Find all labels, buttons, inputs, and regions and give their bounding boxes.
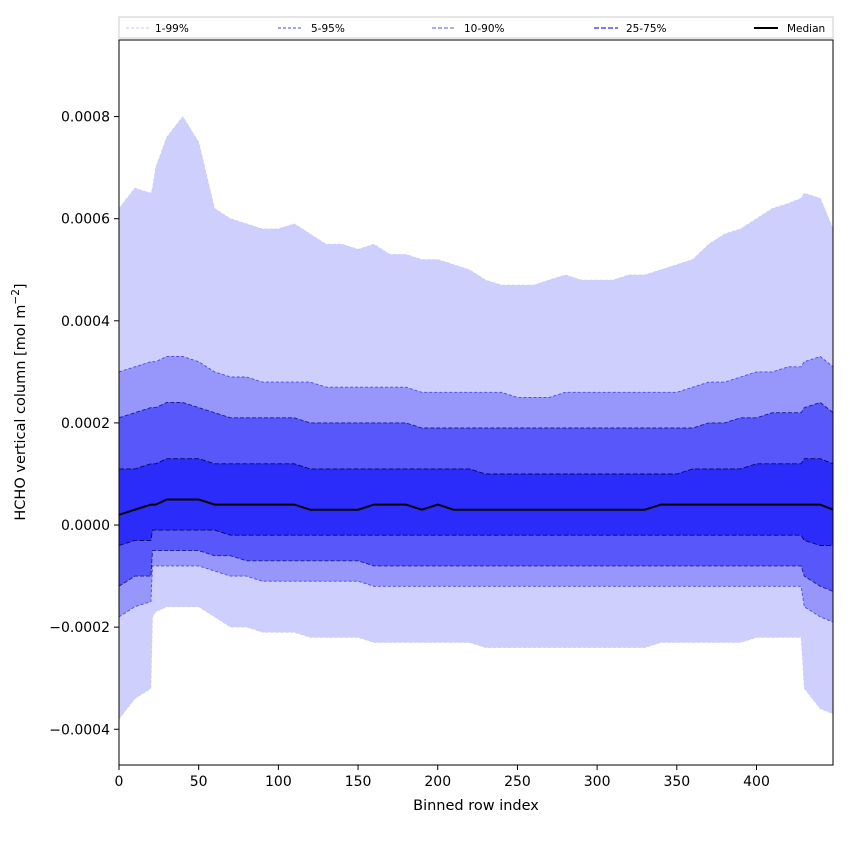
band-10-90-lower-line bbox=[118, 550, 834, 592]
median-line bbox=[118, 498, 834, 516]
band-5-95-lower-line bbox=[118, 565, 834, 623]
legend-label-10-90: 10-90% bbox=[464, 23, 505, 35]
y-tick-label: 0.0006 bbox=[61, 212, 110, 228]
legend: 1-99% 5-95% 10-90% 25-75% Median bbox=[118, 16, 834, 39]
y-tick-label: −0.0002 bbox=[49, 620, 110, 636]
legend-label-5-95: 5-95% bbox=[311, 23, 345, 35]
ticks-layer: 0 50 100 150 200 250 300 350 400 −0.0004 −0.0002 0.… bbox=[49, 110, 770, 790]
x-tick-label: 300 bbox=[584, 774, 611, 790]
y-tick-label: 0.0002 bbox=[61, 416, 110, 432]
y-axis-label-end: ] bbox=[13, 283, 29, 289]
lines-layer bbox=[118, 116, 834, 720]
x-tick-label: 400 bbox=[743, 774, 770, 790]
legend-label-median: Median bbox=[787, 23, 825, 35]
x-tick-label: 200 bbox=[424, 774, 451, 790]
y-axis-label-main: HCHO vertical column [mol m bbox=[13, 305, 29, 521]
x-tick-label: 150 bbox=[345, 774, 372, 790]
y-axis-label: HCHO vertical column [mol m−2] bbox=[10, 283, 29, 520]
bands-layer bbox=[119, 116, 833, 720]
x-tick-label: 50 bbox=[190, 774, 208, 790]
plot-frame bbox=[118, 39, 834, 766]
legend-frame bbox=[118, 16, 834, 39]
y-tick-label: 0.0004 bbox=[61, 314, 110, 330]
y-axis-label-exponent: −2 bbox=[10, 289, 22, 304]
band-1-99-upper-line bbox=[118, 116, 834, 286]
band-25-75-upper-line bbox=[119, 458, 834, 475]
x-tick-label: 350 bbox=[663, 774, 690, 790]
legend-label-1-99: 1-99% bbox=[155, 23, 189, 35]
x-axis-label: Binned row index bbox=[413, 798, 539, 814]
x-tick-label: 0 bbox=[115, 774, 124, 790]
y-tick-label: 0.0008 bbox=[61, 110, 110, 126]
x-tick-label: 100 bbox=[265, 774, 292, 790]
band-1-99-lower-line bbox=[118, 606, 834, 720]
band-5-95-upper-line bbox=[118, 355, 834, 398]
band-25-75 bbox=[119, 458, 833, 546]
band-25-75-lower-line bbox=[118, 529, 833, 546]
y-tick-label: 0.0000 bbox=[61, 518, 110, 534]
y-tick-label: −0.0004 bbox=[49, 722, 110, 738]
x-tick-label: 250 bbox=[504, 774, 531, 790]
legend-label-25-75: 25-75% bbox=[626, 23, 667, 35]
band-10-90-upper-line bbox=[118, 401, 834, 429]
